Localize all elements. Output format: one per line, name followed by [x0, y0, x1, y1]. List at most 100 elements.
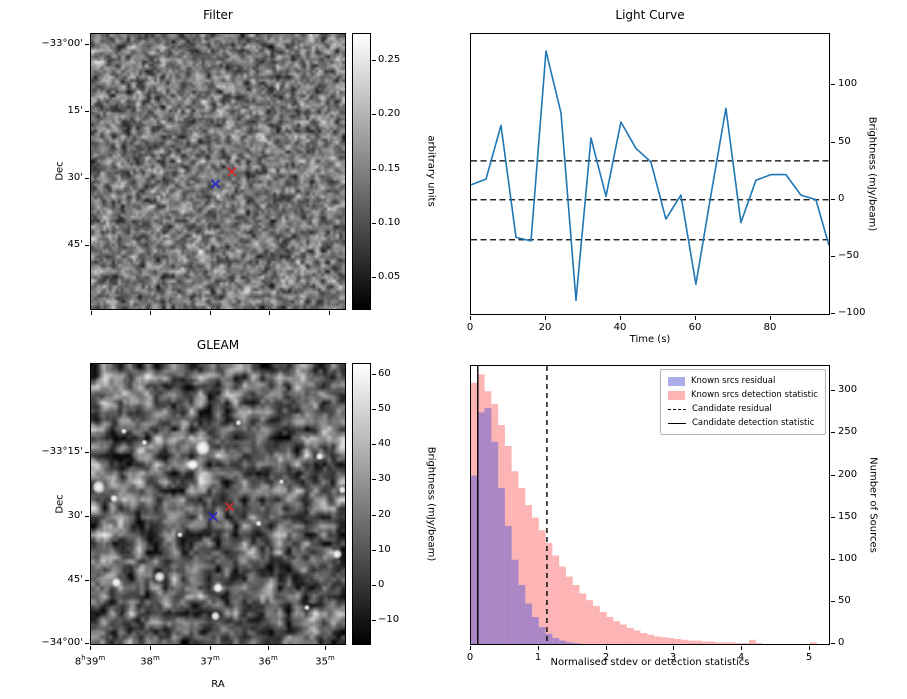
- colorbar-tick-label: 0.05: [378, 271, 401, 282]
- hist-bar: [477, 412, 485, 644]
- hist-bar: [681, 639, 688, 644]
- hist-bar: [654, 636, 661, 644]
- y-tick: [831, 475, 835, 476]
- marker-layer: [210, 166, 237, 189]
- colorbar-tick: [372, 515, 376, 516]
- legend-label: Known srcs detection statistic: [690, 390, 818, 400]
- x-tick: [470, 316, 471, 320]
- pink-patch-swatch: [667, 390, 685, 400]
- histogram-xlabel: Normalised stdev or detection statistics: [550, 657, 750, 668]
- hist-bar: [579, 593, 587, 644]
- y-tick: [85, 516, 89, 517]
- colorbar-tick-label: 50: [378, 403, 391, 414]
- x-tick: [545, 316, 546, 320]
- hist-bar: [593, 606, 600, 644]
- colorbar-tick-label: 40: [378, 438, 391, 449]
- colorbar-tick: [372, 114, 376, 115]
- x-tick-label: 38m: [140, 654, 160, 668]
- hist-bar: [606, 617, 614, 644]
- colorbar-tick: [372, 444, 376, 445]
- x-tick-label: 2: [602, 652, 610, 663]
- x-tick: [150, 646, 151, 650]
- x-tick: [90, 646, 91, 650]
- y-tick: [85, 452, 89, 453]
- colorbar-tick-label: −10: [378, 614, 400, 625]
- gleam-title: GLEAM: [196, 338, 240, 352]
- x-tick-label: 80: [763, 322, 777, 333]
- filter-title: Filter: [203, 8, 233, 22]
- x-tick: [150, 311, 151, 315]
- gleam-plot: [90, 363, 346, 645]
- light-curve-xlabel: Time (s): [629, 334, 671, 345]
- y-tick-label: −33°15': [41, 446, 83, 457]
- hist-bar: [545, 633, 553, 644]
- x-tick: [538, 646, 539, 650]
- hist-bar: [552, 638, 560, 644]
- hist-bar: [565, 642, 573, 644]
- y-tick: [85, 178, 89, 179]
- hist-bar: [810, 642, 817, 644]
- x-tick-label: 4: [737, 652, 745, 663]
- x-tick-label: 5: [805, 652, 813, 663]
- colorbar-tick-label: 0.25: [378, 54, 401, 65]
- hist-bar: [565, 576, 573, 644]
- x-tick-label: 60: [688, 322, 702, 333]
- x-tick-label: 40: [613, 322, 627, 333]
- x-tick: [210, 646, 211, 650]
- y-tick: [831, 313, 835, 314]
- y-tick: [831, 559, 835, 560]
- x-tick: [606, 646, 607, 650]
- y-tick-label: 50: [838, 595, 851, 606]
- gleam-colorbar-label: Brightness (mJy/beam): [425, 446, 437, 562]
- colorbar-tick-label: 20: [378, 509, 391, 520]
- hist-bar: [599, 611, 607, 644]
- legend-item: Known srcs detection statistic: [667, 388, 818, 402]
- hist-bar: [491, 441, 499, 644]
- candidate-marker: [227, 166, 237, 177]
- y-tick: [831, 84, 835, 85]
- x-tick: [269, 311, 270, 315]
- x-tick: [91, 311, 92, 315]
- y-tick: [85, 44, 89, 45]
- colorbar-tick: [372, 60, 376, 61]
- light-curve-title: Light Curve: [615, 8, 685, 22]
- y-tick-label: 300: [838, 384, 858, 395]
- y-tick: [831, 199, 835, 200]
- hist-bar: [694, 640, 702, 644]
- y-tick-label: −50: [838, 250, 860, 261]
- y-tick-label: −33°00': [41, 38, 83, 49]
- candidate-marker: [224, 502, 234, 512]
- y-tick-label: 0: [838, 637, 845, 648]
- hist-bar: [721, 642, 729, 644]
- gleam-image: [91, 364, 345, 644]
- filter-plot: [90, 33, 346, 310]
- light-curve-plot: [470, 33, 830, 315]
- hist-bar: [660, 637, 668, 644]
- hist-bar: [545, 542, 553, 644]
- hist-bar: [735, 643, 743, 644]
- y-tick-label: 30': [67, 172, 83, 183]
- solid-line-swatch: [667, 422, 686, 424]
- hist-bar: [640, 633, 648, 644]
- y-tick-label: −34°00': [41, 637, 83, 648]
- hist-bar: [674, 638, 682, 644]
- hist-bar: [572, 585, 580, 644]
- x-tick: [210, 311, 211, 315]
- x-tick-label: 37m: [200, 654, 220, 668]
- x-tick-label: 8h39m: [74, 654, 106, 668]
- histogram-canvas: [471, 366, 817, 644]
- y-tick: [85, 643, 89, 644]
- y-tick-label: 100: [838, 78, 858, 89]
- filter-colorbar-label: arbitrary units: [425, 135, 437, 207]
- legend-label: Candidate residual: [691, 404, 772, 414]
- hist-bar: [518, 488, 526, 644]
- y-tick: [831, 390, 835, 391]
- legend-label: Candidate detection statistic: [691, 418, 815, 428]
- hist-bar: [559, 640, 566, 644]
- hist-bar: [471, 475, 478, 644]
- light-curve-canvas: [471, 50, 829, 302]
- hist-bar: [755, 643, 763, 644]
- y-tick-label: 150: [838, 511, 858, 522]
- hist-bar: [715, 642, 722, 644]
